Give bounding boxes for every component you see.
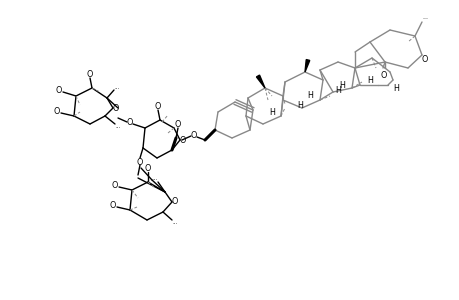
Text: H: H [334, 85, 340, 94]
Polygon shape [304, 60, 309, 72]
Text: O: O [145, 164, 151, 172]
Polygon shape [256, 75, 264, 88]
Text: ...: ... [172, 220, 177, 224]
Text: O: O [136, 158, 143, 166]
Text: O: O [380, 70, 386, 80]
Text: O: O [112, 181, 118, 190]
Text: O: O [421, 55, 427, 64]
Text: H: H [392, 83, 398, 92]
Text: O: O [174, 119, 181, 128]
Text: O: O [155, 101, 161, 110]
Text: O: O [127, 118, 133, 127]
Text: ...: ... [114, 85, 119, 89]
Text: O: O [110, 200, 116, 209]
Text: H: H [297, 100, 302, 109]
Text: H: H [366, 76, 372, 85]
Text: O: O [179, 136, 186, 145]
Text: O: O [54, 106, 60, 116]
Text: ...: ... [115, 124, 120, 128]
Text: O: O [87, 70, 93, 79]
Text: H: H [307, 91, 312, 100]
Text: H: H [269, 107, 274, 116]
Text: O: O [112, 103, 119, 112]
Text: O: O [190, 130, 197, 140]
Text: H: H [338, 80, 344, 89]
Text: ...: ... [421, 14, 427, 20]
Text: ...: ... [152, 176, 157, 181]
Text: O: O [56, 85, 62, 94]
Text: O: O [172, 197, 178, 206]
